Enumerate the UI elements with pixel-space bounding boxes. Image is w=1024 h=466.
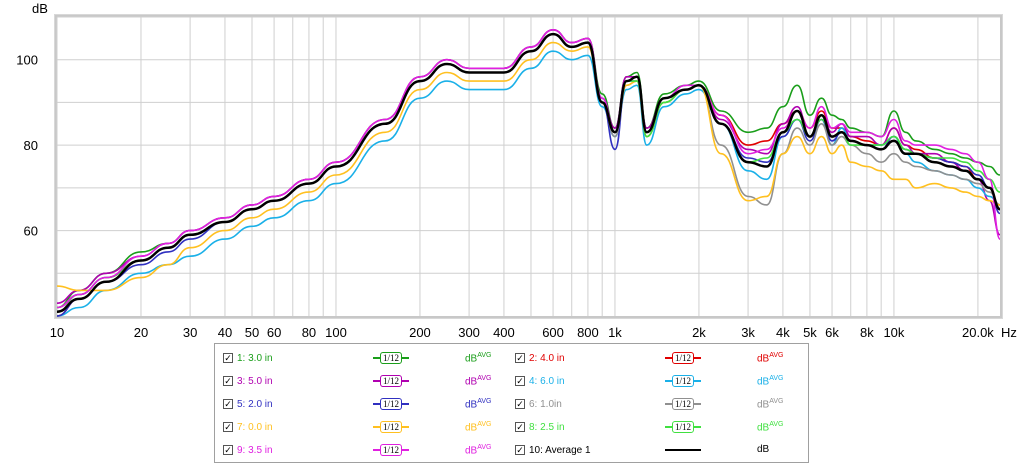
smoothing-button[interactable]: 1/12: [373, 396, 409, 412]
legend-label: 1: 3.0 in: [237, 352, 273, 364]
x-tick-label: 50: [245, 325, 259, 340]
legend-label: 6: 1.0in: [529, 398, 562, 410]
legend-item-10[interactable]: ✓ 10: Average 1: [515, 440, 591, 460]
legend-checkbox[interactable]: ✓: [223, 352, 233, 363]
legend-item-2[interactable]: ✓ 2: 4.0 in: [515, 348, 565, 368]
smoothing-button[interactable]: 1/12: [665, 373, 701, 389]
legend-label: 9: 3.5 in: [237, 444, 273, 456]
legend-unit: dBAVG: [757, 398, 784, 411]
smoothing-label: 1/12: [380, 352, 402, 364]
legend-checkbox[interactable]: ✓: [515, 421, 525, 432]
x-tick-label: 100: [325, 325, 347, 340]
x-tick-label: 20: [134, 325, 148, 340]
y-tick-label: 80: [24, 138, 38, 153]
legend-item-6[interactable]: ✓ 6: 1.0in: [515, 394, 562, 414]
series-lines: [56, 29, 1001, 317]
legend-unit: dBAVG: [465, 398, 492, 411]
legend-label: 2: 4.0 in: [529, 352, 565, 364]
smoothing-label: 1/12: [380, 375, 402, 387]
legend-item-9[interactable]: ✓ 9: 3.5 in: [223, 440, 273, 460]
legend: ✓ 1: 3.0 in 1/12 dBAVG ✓ 2: 4.0 in 1/12 dBAVG ✓ 3…: [214, 343, 809, 463]
frequency-response-chart: 10 20 30 40 50 60 80 100 200 300 400 600 800 1k 2k 3k 4k…: [16, 1, 1017, 340]
smoothing-button[interactable]: 1/12: [373, 373, 409, 389]
legend-item-5[interactable]: ✓ 5: 2.0 in: [223, 394, 273, 414]
y-axis-label: dB: [32, 1, 48, 16]
x-tick-label: 5k: [803, 325, 817, 340]
smoothing-button[interactable]: 1/12: [373, 350, 409, 366]
legend-unit: dBAVG: [465, 444, 492, 457]
x-tick-label: 60: [267, 325, 281, 340]
legend-checkbox[interactable]: ✓: [515, 444, 525, 455]
legend-label: 3: 5.0 in: [237, 375, 273, 387]
plot-area: [55, 15, 1002, 318]
legend-label: 4: 6.0 in: [529, 375, 565, 387]
legend-checkbox[interactable]: ✓: [515, 352, 525, 363]
legend-checkbox[interactable]: ✓: [223, 398, 233, 409]
y-tick-label: 60: [24, 224, 38, 239]
smoothing-button[interactable]: 1/12: [373, 419, 409, 435]
smoothing-button[interactable]: 1/12: [373, 442, 409, 458]
x-tick-label: 30: [183, 325, 197, 340]
legend-item-1[interactable]: ✓ 1: 3.0 in: [223, 348, 273, 368]
legend-item-3[interactable]: ✓ 3: 5.0 in: [223, 371, 273, 391]
x-tick-label: 4k: [776, 325, 790, 340]
x-tick-label: 2k: [692, 325, 706, 340]
smoothing-button[interactable]: 1/12: [665, 350, 701, 366]
legend-item-7[interactable]: ✓ 7: 0.0 in: [223, 417, 273, 437]
legend-unit: dB: [757, 444, 770, 455]
y-tick-labels: 60 80 100: [16, 53, 38, 239]
x-tick-label: 1k: [608, 325, 622, 340]
x-tick-label: 3k: [741, 325, 755, 340]
y-tick-label: 100: [16, 53, 38, 68]
smoothing-label: 1/12: [672, 375, 694, 387]
x-tick-label: 6k: [825, 325, 839, 340]
smoothing-button[interactable]: 1/12: [665, 396, 701, 412]
legend-label: 8: 2.5 in: [529, 421, 565, 433]
x-axis-unit: Hz: [1001, 325, 1017, 340]
x-tick-label: 20.0k: [962, 325, 994, 340]
smoothing-label: 1/12: [380, 444, 402, 456]
legend-line-sample: [665, 442, 701, 458]
x-tick-label: 8k: [860, 325, 874, 340]
legend-unit: dBAVG: [465, 375, 492, 388]
x-tick-label: 600: [542, 325, 564, 340]
legend-checkbox[interactable]: ✓: [223, 444, 233, 455]
x-tick-label: 800: [577, 325, 599, 340]
legend-checkbox[interactable]: ✓: [223, 421, 233, 432]
legend-unit: dBAVG: [465, 352, 492, 365]
legend-unit: dBAVG: [757, 352, 784, 365]
x-tick-label: 200: [409, 325, 431, 340]
legend-checkbox[interactable]: ✓: [223, 375, 233, 386]
smoothing-label: 1/12: [672, 352, 694, 364]
smoothing-label: 1/12: [380, 421, 402, 433]
x-tick-labels: 10 20 30 40 50 60 80 100 200 300 400 600 800 1k 2k 3k 4k…: [50, 325, 995, 340]
x-tick-label: 10: [50, 325, 64, 340]
x-tick-label: 400: [493, 325, 515, 340]
x-tick-label: 40: [218, 325, 232, 340]
legend-label: 10: Average 1: [529, 444, 591, 456]
legend-unit: dBAVG: [757, 375, 784, 388]
x-tick-label: 300: [458, 325, 480, 340]
x-tick-label: 10k: [883, 325, 904, 340]
legend-label: 5: 2.0 in: [237, 398, 273, 410]
legend-checkbox[interactable]: ✓: [515, 398, 525, 409]
legend-unit: dBAVG: [757, 421, 784, 434]
legend-item-4[interactable]: ✓ 4: 6.0 in: [515, 371, 565, 391]
legend-checkbox[interactable]: ✓: [515, 375, 525, 386]
smoothing-label: 1/12: [672, 421, 694, 433]
x-tick-label: 80: [302, 325, 316, 340]
legend-unit: dBAVG: [465, 421, 492, 434]
series-line-10: [56, 32, 1001, 313]
legend-item-8[interactable]: ✓ 8: 2.5 in: [515, 417, 565, 437]
legend-label: 7: 0.0 in: [237, 421, 273, 433]
smoothing-label: 1/12: [380, 398, 402, 410]
smoothing-label: 1/12: [672, 398, 694, 410]
smoothing-button[interactable]: 1/12: [665, 419, 701, 435]
